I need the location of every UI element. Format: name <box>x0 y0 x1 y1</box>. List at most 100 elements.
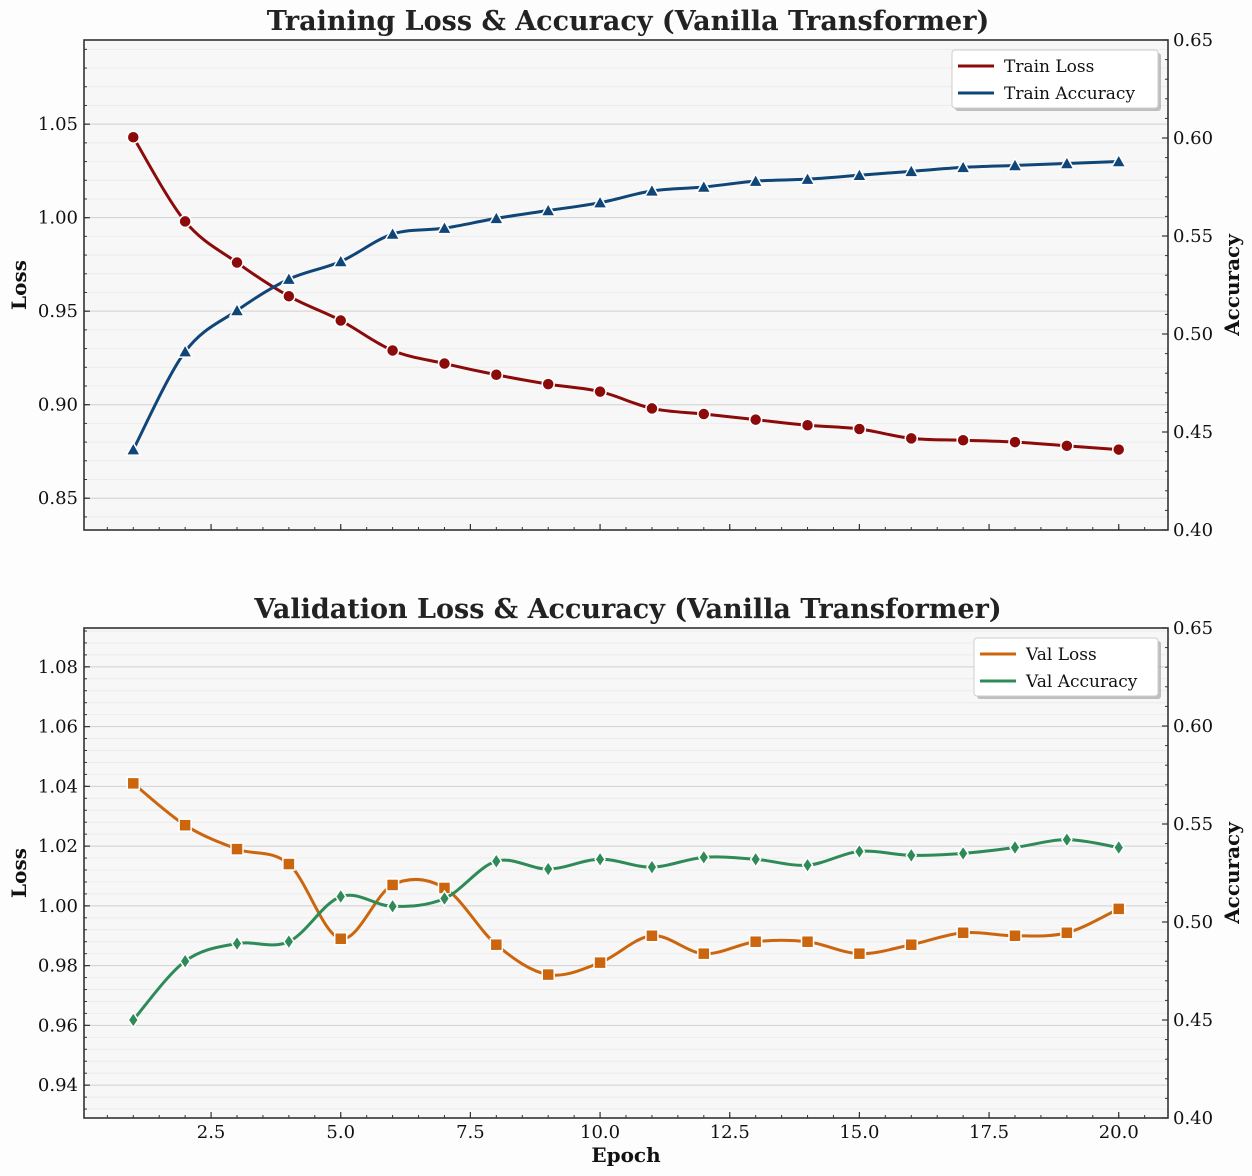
data-point <box>124 441 142 456</box>
data-point <box>385 878 400 892</box>
y-right-tick-label: 0.45 <box>1173 1010 1213 1031</box>
series-val-accuracy <box>127 830 1125 1029</box>
data-point <box>748 934 763 949</box>
data-point <box>386 897 399 916</box>
data-point <box>126 776 141 791</box>
data-point <box>1060 439 1074 453</box>
x-tick-label: 7.5 <box>456 1122 485 1143</box>
y-tick-label: 0.94 <box>38 1075 78 1096</box>
plot-area <box>84 628 1168 1118</box>
y-axis-right-label: Accuracy <box>1220 821 1244 925</box>
data-point <box>542 860 555 878</box>
y-right-tick-label: 0.65 <box>1173 30 1213 51</box>
data-point <box>438 889 451 908</box>
data-point <box>645 928 659 943</box>
x-tick-label: 20.0 <box>1099 1122 1139 1143</box>
x-tick-label: 15.0 <box>839 1122 879 1143</box>
x-tick-label: 17.5 <box>969 1122 1009 1143</box>
y-right-tick-label: 0.55 <box>1173 226 1213 247</box>
legend-entry: Train Accuracy <box>1004 84 1135 104</box>
legend-box <box>973 637 1159 697</box>
data-point <box>697 946 711 961</box>
data-point <box>956 926 970 940</box>
data-point <box>539 201 557 217</box>
validation-chart: 0.94 0.96 0.98 1.00 1.02 1.04 1.06 1.08 0.40 0.45… <box>7 594 1244 1167</box>
data-point <box>489 368 504 382</box>
data-point <box>127 1011 140 1029</box>
data-point <box>853 842 866 861</box>
y-tick-label: 0.85 <box>38 488 78 509</box>
y-right-tick-label: 0.45 <box>1173 422 1213 443</box>
data-point <box>904 937 919 952</box>
y-right-tick-label: 0.65 <box>1173 618 1213 639</box>
x-axis <box>106 524 1146 530</box>
data-point <box>695 178 713 194</box>
legend-entry: Val Loss <box>1025 645 1097 665</box>
data-point <box>1111 902 1126 916</box>
y-tick-label: 1.00 <box>38 896 78 917</box>
data-point <box>1009 838 1021 857</box>
data-point <box>332 252 350 268</box>
y-right-tick-label: 0.50 <box>1173 324 1213 345</box>
data-point <box>852 422 867 436</box>
data-point <box>282 932 295 951</box>
legend-entry: Val Accuracy <box>1025 672 1138 692</box>
data-point <box>904 431 919 446</box>
data-point <box>489 937 504 952</box>
data-point <box>645 401 659 416</box>
data-point <box>178 818 192 832</box>
data-point <box>541 377 555 391</box>
y-right-tick-label: 0.40 <box>1173 520 1213 541</box>
data-point <box>385 343 400 358</box>
x-tick-label: 5.0 <box>326 1122 355 1143</box>
data-point <box>593 384 607 399</box>
y-tick-label: 1.08 <box>38 657 78 678</box>
y-axis-right: 0.40 0.45 0.50 0.55 0.60 0.65 <box>1162 618 1213 1129</box>
data-point <box>956 433 970 447</box>
data-point <box>333 931 348 946</box>
data-point <box>1112 838 1125 857</box>
y-tick-label: 0.90 <box>38 395 78 416</box>
x-tick-label: 10.0 <box>580 1122 620 1143</box>
y-right-tick-label: 0.55 <box>1173 814 1213 835</box>
data-point <box>384 225 401 241</box>
gridlines <box>84 123 1168 499</box>
legend-box <box>951 49 1159 109</box>
data-point <box>1060 830 1073 849</box>
plot-area <box>84 40 1168 530</box>
data-point <box>334 887 347 906</box>
data-point <box>799 170 816 186</box>
data-point <box>282 857 296 871</box>
legend: Train Loss Train Accuracy <box>951 49 1161 111</box>
y-tick-label: 0.98 <box>38 956 78 977</box>
y-axis-left: 0.85 0.90 0.95 1.00 1.05 <box>38 48 90 518</box>
data-point <box>1110 152 1128 168</box>
y-axis-label: Loss <box>7 260 31 310</box>
y-right-tick-label: 0.60 <box>1173 716 1213 737</box>
minor-gridlines <box>84 630 1168 1110</box>
legend-entry: Train Loss <box>1004 57 1094 77</box>
series-val-loss <box>126 776 1126 982</box>
data-point <box>748 412 763 427</box>
y-axis-right: 0.40 0.45 0.50 0.55 0.60 0.65 <box>1162 30 1213 541</box>
y-tick-label: 1.05 <box>38 114 78 135</box>
data-point <box>954 158 972 174</box>
chart-title: Validation Loss & Accuracy (Vanilla Tran… <box>253 594 1001 625</box>
data-point <box>1006 156 1024 172</box>
x-tick-label: 12.5 <box>710 1122 750 1143</box>
data-point <box>230 842 244 856</box>
data-point <box>280 270 298 286</box>
y-axis-left: 0.94 0.96 0.98 1.00 1.02 1.04 1.06 1.08 <box>38 630 90 1110</box>
data-point <box>333 313 348 328</box>
data-point <box>851 166 868 182</box>
series-train-accuracy <box>124 152 1128 456</box>
data-point <box>179 952 192 971</box>
y-right-tick-label: 0.40 <box>1173 1108 1213 1129</box>
data-point <box>228 301 246 317</box>
data-point <box>594 850 606 869</box>
data-point <box>591 194 609 209</box>
y-tick-label: 0.96 <box>38 1015 78 1036</box>
y-axis-right-label: Accuracy <box>1220 233 1244 337</box>
y-axis-label: Loss <box>7 848 31 898</box>
data-point <box>800 934 815 949</box>
